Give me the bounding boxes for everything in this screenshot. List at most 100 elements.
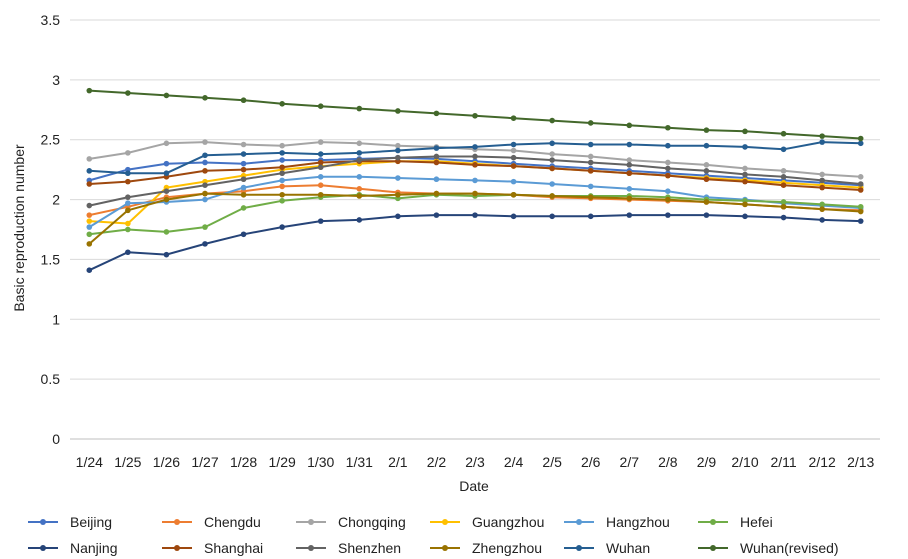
data-point xyxy=(279,157,285,163)
data-point xyxy=(819,133,825,139)
legend-item: Hefei xyxy=(698,514,773,530)
data-point xyxy=(202,159,208,166)
data-point xyxy=(395,213,401,220)
data-point xyxy=(240,191,247,198)
data-point xyxy=(742,128,748,135)
data-point xyxy=(202,139,208,145)
data-point xyxy=(125,178,131,185)
data-point xyxy=(356,140,363,147)
data-point xyxy=(587,213,594,220)
legend-item: Shanghai xyxy=(162,540,263,556)
legend-swatch-marker xyxy=(576,545,582,551)
legend-label: Wuhan xyxy=(606,540,650,556)
legend-label: Shanghai xyxy=(204,540,263,556)
data-point xyxy=(665,188,671,194)
legend-swatch-marker xyxy=(308,545,314,551)
data-point xyxy=(626,141,633,148)
data-point xyxy=(317,182,324,189)
data-point xyxy=(780,130,787,137)
y-axis-tick-labels: 0 0.5 1 1.5 2 2.5 3 3.5 xyxy=(41,12,61,447)
data-point xyxy=(587,183,594,190)
data-point xyxy=(703,162,710,168)
data-point xyxy=(857,203,864,210)
data-point xyxy=(703,212,710,218)
data-point xyxy=(202,182,208,189)
data-point xyxy=(356,185,363,192)
series-wuhan xyxy=(86,139,864,177)
x-tick-label: 1/28 xyxy=(230,454,257,470)
data-point xyxy=(279,164,285,171)
data-point xyxy=(780,203,787,210)
data-point xyxy=(240,151,247,157)
data-point xyxy=(125,150,131,156)
legend-swatch-marker xyxy=(710,519,716,525)
legend-item: Zhengzhou xyxy=(430,540,542,556)
data-point xyxy=(279,142,285,149)
data-point xyxy=(163,196,170,203)
x-tick-label: 1/29 xyxy=(269,454,296,470)
data-point xyxy=(549,140,555,147)
data-point xyxy=(86,156,93,162)
legend-swatch-marker xyxy=(174,545,180,551)
legend-item: Nanjing xyxy=(28,540,117,556)
data-point xyxy=(433,190,440,197)
data-point xyxy=(202,190,208,197)
x-tick-label: 2/7 xyxy=(620,454,640,470)
x-tick-label: 2/2 xyxy=(427,454,447,470)
x-tick-label: 2/9 xyxy=(697,454,717,470)
data-point xyxy=(857,174,864,180)
data-point xyxy=(819,177,825,184)
data-point xyxy=(510,115,517,121)
legend-label: Zhengzhou xyxy=(472,540,542,556)
data-point xyxy=(857,135,864,142)
legend-item: Beijing xyxy=(28,514,112,530)
y-tick-label: 1.5 xyxy=(41,251,61,267)
data-point xyxy=(317,159,324,166)
data-point xyxy=(163,188,170,194)
data-point xyxy=(279,150,285,156)
data-point xyxy=(780,214,787,221)
data-point xyxy=(819,217,825,223)
data-point xyxy=(626,185,633,192)
data-point xyxy=(780,146,787,153)
data-point xyxy=(317,174,324,180)
data-point xyxy=(279,191,285,198)
data-point xyxy=(665,172,671,179)
x-axis-label: Date xyxy=(459,478,489,494)
x-tick-label: 1/27 xyxy=(191,454,218,470)
legend-item: Chongqing xyxy=(296,514,406,530)
data-point xyxy=(356,174,363,180)
legend-label: Nanjing xyxy=(70,540,117,556)
data-point xyxy=(279,177,285,184)
data-point xyxy=(703,199,710,205)
data-point xyxy=(549,181,555,187)
legend-swatch-marker xyxy=(710,545,716,551)
x-tick-label: 2/1 xyxy=(388,454,408,470)
data-point xyxy=(240,166,247,173)
data-point xyxy=(626,195,633,202)
data-point xyxy=(587,194,594,200)
data-point xyxy=(819,201,825,208)
data-point xyxy=(202,152,208,159)
data-point xyxy=(472,162,478,168)
data-point xyxy=(587,159,594,166)
data-point xyxy=(742,178,748,185)
data-point xyxy=(433,110,440,117)
data-point xyxy=(317,164,324,171)
data-point xyxy=(356,193,363,199)
legend-swatch-marker xyxy=(442,519,448,525)
data-point xyxy=(317,218,324,224)
data-point xyxy=(857,218,864,224)
data-point xyxy=(240,184,247,191)
y-tick-label: 0.5 xyxy=(41,371,61,387)
legend-item: Wuhan(revised) xyxy=(698,540,839,556)
data-point xyxy=(202,224,208,230)
x-tick-label: 2/4 xyxy=(504,454,524,470)
legend-swatch-marker xyxy=(442,545,448,551)
data-point xyxy=(549,151,555,157)
x-tick-label: 2/10 xyxy=(731,454,758,470)
data-point xyxy=(510,163,517,169)
legend-label: Shenzhen xyxy=(338,540,401,556)
x-tick-label: 2/3 xyxy=(465,454,485,470)
